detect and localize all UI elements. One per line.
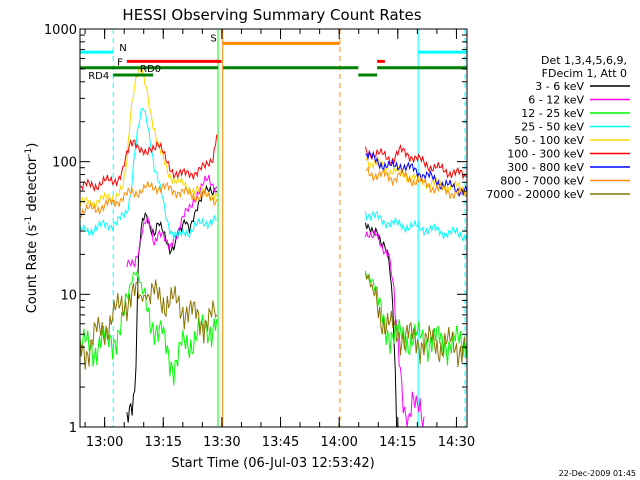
legend-label-300-800-kev: 300 - 800 keV bbox=[507, 161, 584, 174]
series-800-7000-kev bbox=[79, 166, 468, 218]
series-50-100-kev-segment-1 bbox=[364, 157, 468, 197]
legend-label-12-25-kev: 12 - 25 keV bbox=[521, 107, 584, 120]
legend-label-800-7000-kev: 800 - 7000 keV bbox=[500, 175, 584, 188]
series-6-12-kev-segment-1 bbox=[364, 229, 425, 428]
series-3-6-kev-segment-0 bbox=[126, 184, 218, 423]
flag-rd4: RD4 bbox=[88, 71, 378, 82]
flag-label-n: N bbox=[119, 43, 126, 54]
series-50-100-kev-segment-0 bbox=[79, 65, 218, 209]
series-12-25-kev-segment-0 bbox=[79, 269, 218, 386]
x-tick-label-13-30: 13:30 bbox=[203, 435, 240, 450]
series-12-25-kev-segment-1 bbox=[364, 270, 468, 366]
legend-label-6-12-kev: 6 - 12 keV bbox=[528, 94, 584, 107]
y-tick-label-100: 100 bbox=[52, 156, 77, 171]
x-tick-label-13-45: 13:45 bbox=[262, 435, 299, 450]
series-7000-20000-kev bbox=[79, 273, 468, 370]
flag-rd0: RD0 bbox=[80, 64, 467, 75]
series-300-800-kev-segment-0 bbox=[365, 150, 468, 198]
flag-f: F bbox=[117, 57, 385, 68]
series-25-50-kev-segment-0 bbox=[79, 107, 218, 240]
x-tick-label-14-30: 14:30 bbox=[438, 435, 475, 450]
series-300-800-kev bbox=[365, 150, 468, 198]
series-7000-20000-kev-segment-1 bbox=[364, 273, 468, 368]
series-25-50-kev bbox=[79, 107, 468, 243]
series-25-50-kev-segment-1 bbox=[364, 210, 468, 243]
series-6-12-kev bbox=[126, 174, 425, 428]
series-6-12-kev-segment-0 bbox=[126, 174, 218, 268]
x-tick-label-13-15: 13:15 bbox=[145, 435, 182, 450]
x-tick-label-14-00: 14:00 bbox=[320, 435, 357, 450]
legend: Det 1,3,4,5,6,9,FDecim 1, Att 03 - 6 keV… bbox=[486, 54, 630, 201]
series-7000-20000-kev-segment-0 bbox=[79, 279, 218, 370]
flag-label-rd0: RD0 bbox=[140, 64, 161, 75]
flag-n: N bbox=[80, 43, 467, 54]
series-100-300-kev bbox=[79, 134, 468, 193]
timestamp: 22-Dec-2009 01:45 bbox=[559, 469, 636, 478]
series-100-300-kev-segment-1 bbox=[364, 143, 468, 180]
legend-label-25-50-kev: 25 - 50 keV bbox=[521, 121, 584, 134]
flag-label-f: F bbox=[117, 57, 123, 68]
y-tick-label-10: 10 bbox=[60, 288, 77, 303]
series-800-7000-kev-segment-1 bbox=[365, 166, 468, 199]
series-800-7000-kev-segment-0 bbox=[79, 181, 218, 218]
flag-s: S bbox=[210, 33, 340, 45]
series-3-6-kev bbox=[126, 184, 398, 428]
legend-header-1: FDecim 1, Att 0 bbox=[542, 67, 627, 80]
legend-label-100-300-kev: 100 - 300 keV bbox=[507, 148, 584, 161]
legend-label-3-6-kev: 3 - 6 keV bbox=[535, 80, 584, 93]
x-tick-label-14-15: 14:15 bbox=[379, 435, 416, 450]
plot-frame bbox=[79, 28, 468, 428]
series-50-100-kev bbox=[79, 65, 468, 209]
chart-title: HESSI Observing Summary Count Rates bbox=[122, 6, 421, 24]
flag-label-s: S bbox=[210, 33, 216, 44]
flag-label-rd4: RD4 bbox=[88, 71, 109, 82]
series-100-300-kev-segment-0 bbox=[79, 134, 218, 193]
y-axis-label: Count Rate (s-1 detector-1) bbox=[24, 143, 40, 314]
legend-label-50-100-kev: 50 - 100 keV bbox=[514, 134, 584, 147]
x-tick-label-13-00: 13:00 bbox=[86, 435, 123, 450]
legend-label-7000-20000-kev: 7000 - 20000 keV bbox=[486, 188, 584, 201]
legend-header-0: Det 1,3,4,5,6,9, bbox=[541, 54, 627, 67]
y-tick-label-1: 1 bbox=[69, 421, 77, 436]
x-axis-label: Start Time (06-Jul-03 12:53:42) bbox=[171, 456, 374, 471]
y-tick-label-1000: 1000 bbox=[44, 23, 77, 38]
